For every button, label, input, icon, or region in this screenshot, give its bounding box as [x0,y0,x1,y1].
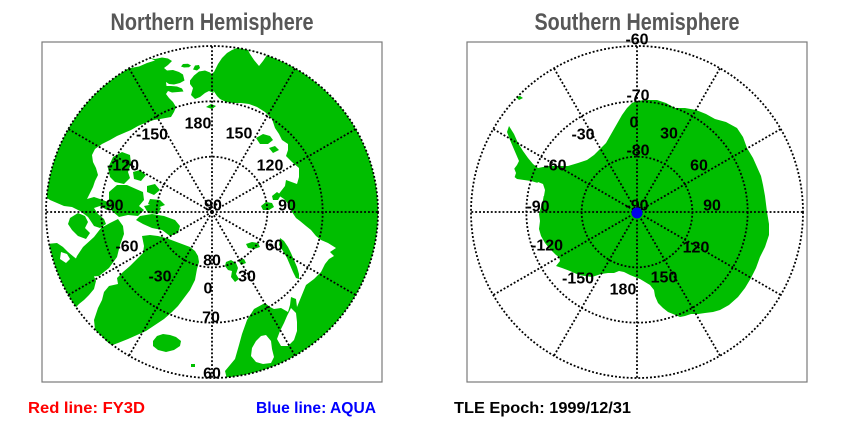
svg-text:60: 60 [203,366,221,383]
svg-text:-150: -150 [136,127,168,144]
svg-text:-60: -60 [543,158,566,175]
svg-text:-120: -120 [531,238,563,255]
svg-text:Red line: FY3D: Red line: FY3D [28,400,145,417]
svg-text:-70: -70 [626,88,649,105]
svg-text:90: 90 [204,198,222,215]
svg-text:-90: -90 [625,198,648,215]
svg-text:180: 180 [185,116,212,133]
svg-text:90: 90 [703,198,721,215]
svg-text:90: 90 [278,198,296,215]
svg-text:30: 30 [238,269,256,286]
svg-text:30: 30 [660,126,678,143]
svg-text:-30: -30 [148,269,171,286]
svg-text:60: 60 [265,238,283,255]
svg-text:80: 80 [203,253,221,270]
svg-text:-60: -60 [625,32,648,49]
svg-text:60: 60 [690,158,708,175]
svg-text:70: 70 [202,310,220,327]
svg-text:180: 180 [610,282,637,299]
svg-text:-80: -80 [626,143,649,160]
svg-text:0: 0 [204,281,213,298]
svg-text:0: 0 [630,115,639,132]
svg-text:-150: -150 [562,271,594,288]
svg-text:120: 120 [683,240,710,257]
svg-text:120: 120 [257,158,284,175]
svg-text:Blue line: AQUA: Blue line: AQUA [256,400,376,417]
svg-text:-90: -90 [526,199,549,216]
svg-text:150: 150 [226,126,253,143]
svg-text:TLE Epoch: 1999/12/31: TLE Epoch: 1999/12/31 [454,400,631,417]
svg-text:-120: -120 [107,158,139,175]
svg-text:-90: -90 [100,198,123,215]
svg-text:Southern Hemisphere: Southern Hemisphere [535,9,740,36]
svg-text:-30: -30 [571,127,594,144]
svg-text:Northern Hemisphere: Northern Hemisphere [111,9,314,36]
svg-text:-60: -60 [115,239,138,256]
svg-text:150: 150 [651,270,678,287]
